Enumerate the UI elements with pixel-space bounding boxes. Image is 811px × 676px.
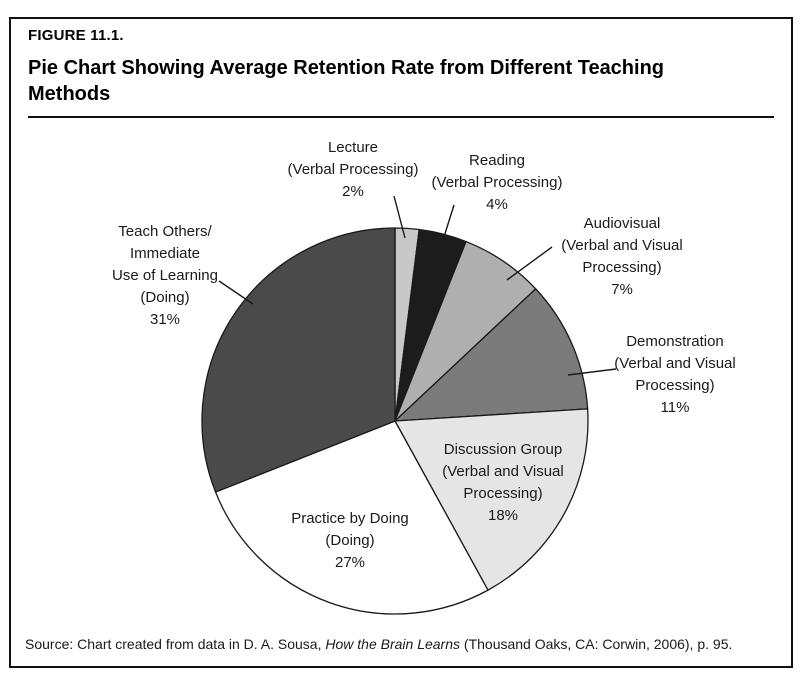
source-suffix: (Thousand Oaks, CA: Corwin, 2006), p. 95… [460,636,733,652]
label-line: Audiovisual [583,215,661,232]
label-lecture: Lecture (Verbal Processing) 2% [258,137,448,203]
label-practice-by-doing: Practice by Doing (Doing) 27% [255,508,445,574]
label-line: Processing) [635,377,715,394]
label-value: 18% [487,507,519,524]
label-line: (Doing) [140,289,190,306]
label-line: Use of Learning [112,267,218,284]
label-line: Practice by Doing [291,510,409,527]
label-line: (Doing) [325,532,375,549]
label-line: Reading [469,152,525,169]
pie-slice-practice-by-doing [214,420,489,615]
leader-lines-group [218,195,617,376]
label-line: (Verbal and Visual [614,355,736,372]
label-value: 31% [149,311,181,328]
label-reading: Reading (Verbal Processing) 4% [402,150,592,216]
label-teach-others: Teach Others/ Immediate Use of Learning … [70,221,260,331]
pie-slice-demonstration [394,288,589,422]
figure-title: Pie Chart Showing Average Retention Rate… [28,57,665,105]
leader-line-audiovisual [506,246,553,281]
label-value: 27% [334,554,366,571]
label-line: (Verbal Processing) [287,161,419,178]
label-value: 2% [342,183,364,200]
label-line: Demonstration [626,333,724,350]
label-demonstration: Demonstration (Verbal and Visual Process… [580,331,770,419]
label-line: Teach Others/ [118,223,212,240]
label-line: Lecture [327,139,379,156]
leader-line-reading [442,204,455,241]
pie-slice-discussion-group [394,408,589,591]
figure-number-label: FIGURE 11.1. [28,27,124,44]
title-divider-rule [28,116,774,118]
label-line: Processing) [463,485,543,502]
label-value: 4% [486,196,508,213]
leader-line-demonstration [567,368,617,376]
label-line: Processing) [582,259,662,276]
source-prefix: Source: Chart created from data in D. A.… [25,636,326,652]
label-line: (Verbal and Visual [561,237,683,254]
leader-line-teach-others [218,280,254,305]
label-discussion-group: Discussion Group (Verbal and Visual Proc… [408,439,598,527]
label-value: 11% [660,399,690,416]
label-audiovisual: Audiovisual (Verbal and Visual Processin… [527,213,717,301]
pie-slices-group [201,227,589,615]
source-citation: Source: Chart created from data in D. A.… [25,635,790,653]
label-line: (Verbal Processing) [431,174,563,191]
label-line: Immediate [129,245,201,262]
leader-line-lecture [393,195,406,239]
label-line: (Verbal and Visual [442,463,564,480]
label-line: Discussion Group [443,441,563,458]
source-book-title: How the Brain Learns [325,636,461,652]
pie-slice-teach-others [201,227,396,493]
label-value: 7% [611,281,633,298]
